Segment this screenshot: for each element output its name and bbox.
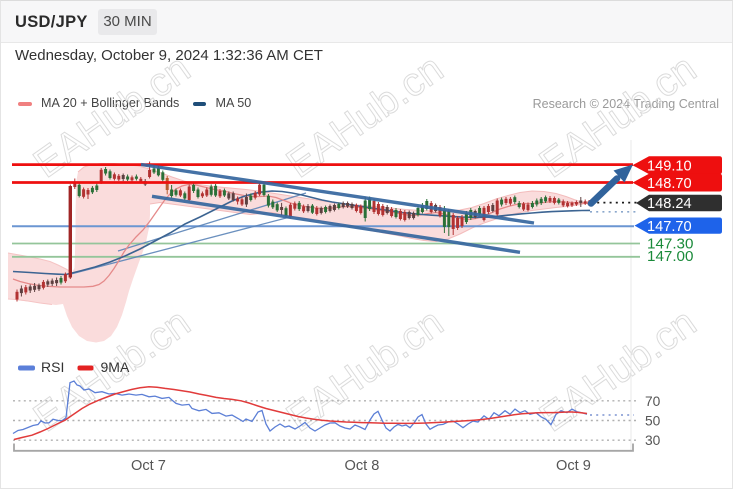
- svg-text:147.70: 147.70: [647, 219, 692, 235]
- svg-text:148.70: 148.70: [647, 176, 692, 192]
- svg-text:70: 70: [645, 394, 661, 409]
- svg-text:30: 30: [645, 433, 661, 448]
- svg-text:148.24: 148.24: [647, 196, 692, 212]
- svg-text:50: 50: [645, 414, 661, 429]
- svg-text:Oct 7: Oct 7: [131, 458, 166, 474]
- svg-text:147.00: 147.00: [647, 248, 693, 265]
- svg-text:Oct 9: Oct 9: [556, 458, 591, 474]
- svg-text:149.10: 149.10: [647, 158, 692, 174]
- svg-text:EAHub.cn: EAHub.cn: [532, 300, 704, 440]
- svg-text:9MA: 9MA: [101, 359, 130, 375]
- svg-text:147.30: 147.30: [647, 236, 693, 253]
- svg-text:Oct 8: Oct 8: [345, 458, 380, 474]
- svg-text:RSI: RSI: [41, 359, 64, 375]
- svg-text:EAHub.cn: EAHub.cn: [279, 300, 451, 440]
